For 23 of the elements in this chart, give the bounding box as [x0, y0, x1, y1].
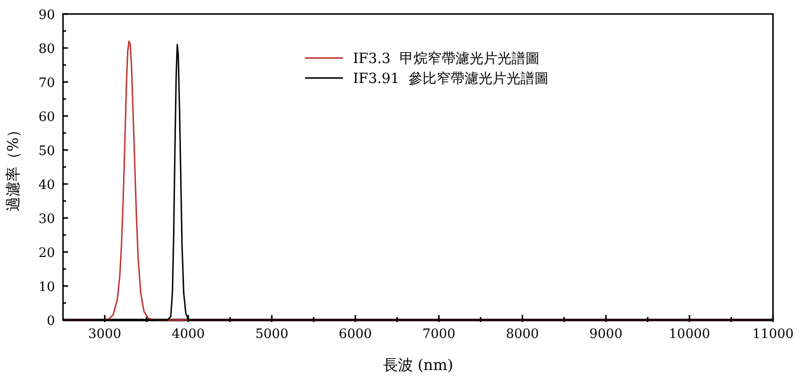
y-tick-label: 70 [38, 76, 55, 91]
y-tick-label: 80 [38, 42, 55, 57]
legend-label: IF3.91 參比窄帶濾光片光譜圖 [353, 71, 548, 87]
x-tick-label: 7000 [422, 327, 456, 342]
y-axis-title: 過濾率（%） [4, 122, 22, 212]
x-tick-label: 11000 [752, 327, 794, 342]
y-tick-label: 60 [38, 110, 55, 125]
y-tick-label: 20 [38, 246, 55, 261]
y-tick-label: 90 [38, 8, 55, 23]
y-tick-label: 30 [38, 212, 55, 227]
y-tick-label: 0 [46, 314, 55, 329]
y-tick-label: 10 [38, 280, 55, 295]
y-tick-label: 40 [38, 178, 55, 193]
x-tick-label: 5000 [255, 327, 288, 342]
x-tick-label: 4000 [172, 327, 205, 342]
x-tick-label: 9000 [589, 327, 622, 342]
x-tick-label: 10000 [668, 327, 710, 342]
x-tick-label: 8000 [506, 327, 539, 342]
x-axis-title: 長波 (nm) [382, 356, 454, 374]
x-tick-label: 6000 [338, 327, 372, 342]
legend-label: IF3.3 甲烷窄帶濾光片光譜圖 [353, 51, 540, 67]
x-tick-label: 3000 [88, 327, 122, 342]
y-tick-label: 50 [38, 144, 55, 159]
